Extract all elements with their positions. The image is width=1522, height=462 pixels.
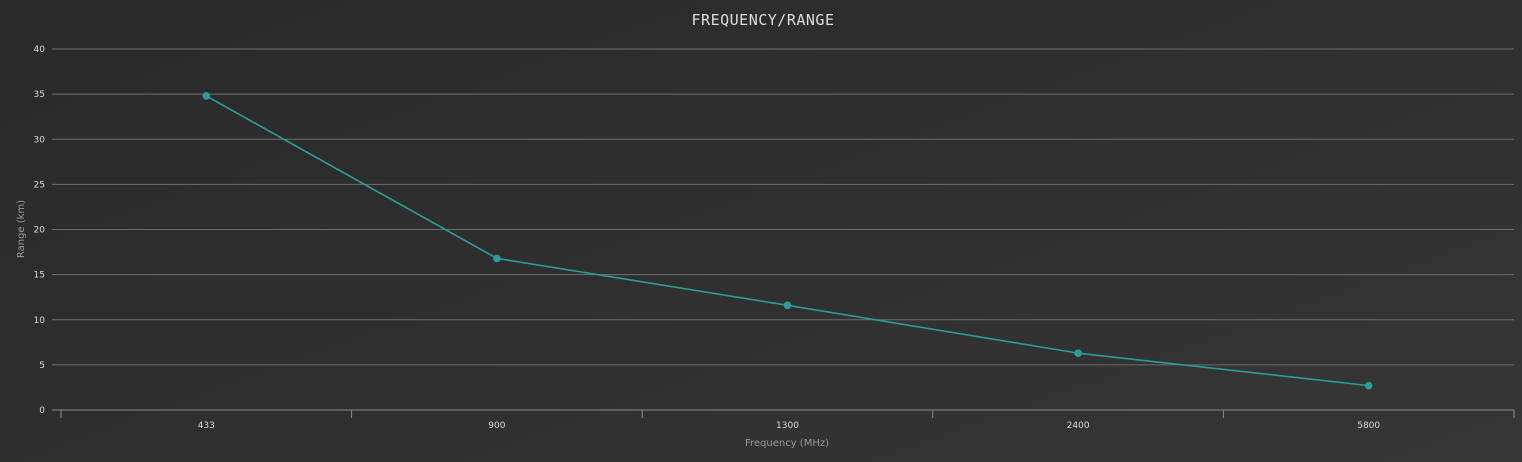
y-tick-label-15: 15 — [34, 271, 45, 281]
x-axis-ticks: 433 900 1300 2400 5800 — [198, 421, 1381, 431]
x-axis-title: Frequency (MHz) — [745, 438, 829, 449]
data-point-433 — [202, 92, 211, 100]
y-tick-label-30: 30 — [34, 135, 46, 145]
x-tick-label-5800: 5800 — [1357, 421, 1380, 431]
y-tick-label-25: 25 — [34, 180, 45, 190]
series-layer — [202, 92, 1373, 390]
x-tick-label-900: 900 — [488, 421, 505, 431]
y-tick-label-0: 0 — [39, 406, 45, 416]
data-point-5800 — [1364, 381, 1373, 390]
data-point-1300 — [783, 301, 792, 310]
y-tick-label-35: 35 — [34, 90, 45, 100]
y-tick-label-5: 5 — [39, 361, 45, 371]
y-tick-label-40: 40 — [34, 45, 46, 55]
x-tick-label-2400: 2400 — [1067, 421, 1090, 431]
grid-layer — [52, 48, 1514, 366]
y-axis-title: Range (km) — [16, 200, 27, 258]
y-axis-ticks: 0 5 10 15 20 25 30 35 40 — [34, 45, 46, 416]
data-point-900 — [493, 254, 501, 263]
data-point-2400 — [1074, 349, 1082, 357]
x-tick-label-433: 433 — [198, 421, 215, 431]
y-tick-label-20: 20 — [34, 226, 46, 236]
x-axis — [52, 409, 1515, 418]
y-tick-label-10: 10 — [34, 316, 46, 326]
x-tick-label-1300: 1300 — [776, 421, 799, 431]
chart-title: FREQUENCY/RANGE — [692, 11, 835, 29]
